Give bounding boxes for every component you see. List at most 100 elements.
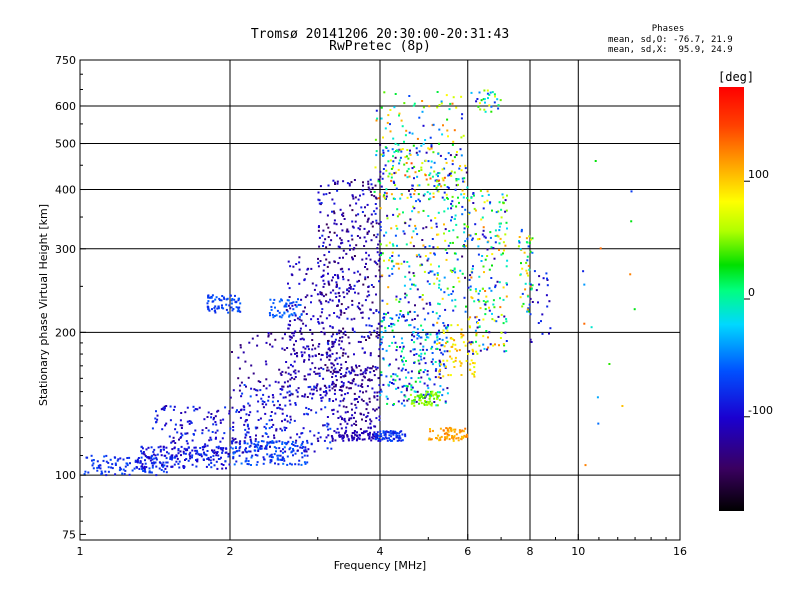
data-point (373, 329, 376, 332)
data-point (304, 462, 307, 465)
data-point (438, 172, 441, 175)
data-point (351, 368, 354, 371)
data-point (148, 467, 151, 470)
data-point (384, 146, 387, 149)
data-point (300, 432, 303, 435)
data-point (294, 452, 297, 455)
data-point (430, 392, 433, 394)
data-point (231, 351, 233, 353)
data-point (172, 436, 175, 439)
data-point (483, 271, 485, 274)
data-point (208, 439, 211, 442)
data-point (451, 436, 453, 439)
data-point (310, 301, 312, 304)
data-point (238, 447, 241, 450)
data-point (318, 299, 321, 302)
data-point (415, 147, 418, 150)
data-point (430, 145, 433, 148)
data-point (199, 447, 202, 449)
data-point (233, 298, 236, 301)
data-point (430, 144, 433, 147)
data-point (424, 401, 427, 404)
data-point (393, 335, 395, 338)
data-point (352, 197, 355, 200)
data-point (338, 339, 341, 342)
data-point (393, 438, 396, 441)
data-point (250, 387, 253, 390)
data-point (370, 420, 373, 423)
data-point (439, 361, 442, 364)
data-point (395, 358, 398, 361)
data-point (435, 393, 438, 396)
data-point (198, 406, 201, 409)
data-point (404, 433, 407, 436)
data-point (385, 437, 388, 440)
data-point (128, 473, 131, 476)
data-point (367, 379, 370, 382)
data-point (340, 373, 343, 375)
data-point (271, 400, 274, 403)
data-point (315, 384, 318, 387)
data-point (211, 294, 214, 297)
data-point (463, 223, 466, 226)
data-point (288, 448, 291, 451)
data-point (486, 348, 489, 351)
data-point (342, 439, 345, 442)
data-point (450, 430, 453, 433)
data-point (345, 429, 348, 432)
data-point (488, 331, 491, 334)
data-point (390, 322, 393, 325)
data-point (161, 463, 164, 466)
data-point (392, 378, 395, 381)
data-point (466, 435, 469, 438)
data-point (429, 400, 432, 403)
data-point (441, 353, 444, 356)
data-point (347, 279, 350, 282)
data-point (467, 286, 470, 289)
data-point (348, 387, 351, 390)
data-point (301, 440, 304, 443)
data-point (394, 341, 397, 344)
data-point (357, 307, 360, 310)
data-point (384, 329, 387, 332)
data-point (488, 306, 490, 309)
data-point (247, 376, 250, 379)
data-point (295, 263, 298, 265)
data-point (408, 224, 411, 227)
data-point (322, 269, 325, 272)
data-point (172, 408, 175, 411)
data-point (493, 101, 496, 104)
data-point (494, 286, 497, 289)
data-point (250, 440, 253, 443)
data-point (285, 427, 288, 429)
data-point (346, 422, 349, 425)
data-point (259, 447, 262, 450)
data-point (427, 271, 430, 274)
data-point (187, 459, 190, 462)
data-point (145, 448, 148, 451)
data-point (250, 364, 253, 367)
data-point (366, 403, 369, 406)
data-point (444, 248, 447, 251)
data-point (391, 382, 393, 384)
data-point (458, 167, 461, 170)
data-point (583, 283, 586, 286)
data-point (400, 150, 403, 153)
data-point (222, 418, 225, 421)
data-point (310, 267, 313, 270)
data-point (294, 372, 297, 375)
data-point (96, 460, 99, 463)
data-point (382, 136, 384, 139)
data-point (163, 409, 166, 411)
data-point (291, 440, 294, 443)
data-point (336, 315, 339, 318)
data-point (216, 410, 219, 413)
data-point (458, 429, 461, 432)
data-point (376, 437, 379, 440)
data-point (504, 244, 507, 247)
data-point (238, 297, 240, 300)
data-point (342, 256, 344, 259)
data-point (348, 283, 351, 286)
data-point (392, 433, 395, 436)
grid-lines (80, 60, 680, 540)
